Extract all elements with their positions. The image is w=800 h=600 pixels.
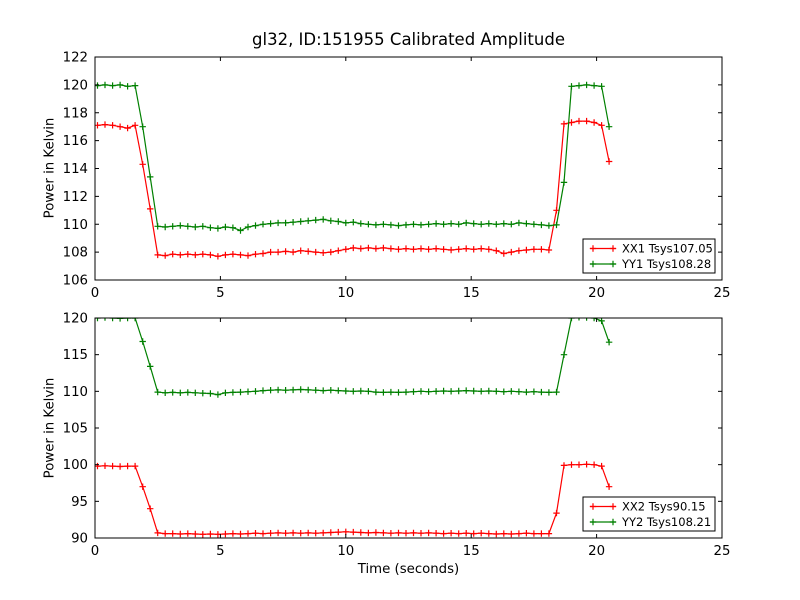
series-line-XX1 [97, 120, 610, 257]
y-tick-label: 90 [71, 532, 88, 547]
y-tick-label: 108 [63, 246, 88, 261]
y-tick-label: 106 [63, 274, 88, 289]
legend-label: YY1 Tsys108.28 [621, 257, 711, 271]
x-tick-label: 20 [588, 286, 605, 301]
legend-box [582, 496, 716, 532]
y-tick-label: 122 [63, 51, 88, 66]
figure-title: gl32, ID:151955 Calibrated Amplitude [252, 30, 565, 49]
x-tick-label: 10 [337, 286, 354, 301]
series-line-XX2 [97, 463, 610, 535]
x-tick-label: 0 [91, 544, 99, 559]
y-tick-label: 105 [63, 422, 88, 437]
series-markers-XX2 [95, 461, 613, 538]
series-line-YY1 [97, 84, 610, 232]
legend-marker [589, 503, 617, 510]
y-axis-label-bottom: Power in Kelvin [42, 377, 58, 479]
y-tick-label: 112 [63, 190, 88, 205]
series-markers-YY1 [95, 81, 613, 234]
subplot-0: 0 5 10 15 20 25 106 108 110 112 114 116 118 120 122 XX1… [63, 51, 731, 302]
y-tick-label: 120 [63, 312, 88, 327]
legend-label: YY2 Tsys108.21 [621, 515, 711, 529]
legend-marker [589, 518, 617, 526]
y-tick-label: 114 [63, 162, 88, 177]
series-markers-YY2 [95, 318, 613, 398]
y-tick-label: 110 [63, 385, 88, 400]
x-tick-label: 5 [216, 544, 224, 559]
x-tick-label: 5 [216, 286, 224, 301]
y-tick-label: 95 [71, 495, 88, 510]
series-line-YY2 [97, 318, 610, 396]
legend-box [582, 238, 716, 274]
x-tick-label: 10 [337, 544, 354, 559]
legend-label: XX2 Tsys90.15 [622, 500, 706, 514]
series-markers-XX1 [95, 117, 613, 260]
legend-marker [589, 245, 617, 252]
y-tick-label: 118 [63, 106, 88, 121]
x-axis-label: Time (seconds) [357, 562, 460, 577]
x-tick-label: 15 [463, 286, 480, 301]
y-tick-label: 116 [63, 134, 88, 149]
x-tick-label: 15 [463, 544, 480, 559]
x-tick-label: 0 [91, 286, 99, 301]
y-axis-label-top: Power in Kelvin [42, 117, 58, 219]
y-tick-label: 120 [63, 78, 88, 93]
legend-marker [589, 260, 617, 268]
subplot-1: 0 5 10 15 20 25 90 95 100 105 110 115 120 XX2 Tsys90.… [63, 312, 731, 560]
y-tick-label: 100 [63, 458, 88, 473]
x-tick-label: 25 [714, 544, 731, 559]
legend-label: XX1 Tsys107.05 [622, 242, 713, 256]
y-tick-label: 115 [63, 348, 88, 363]
y-tick-label: 110 [63, 218, 88, 233]
x-tick-label: 25 [714, 286, 731, 301]
x-tick-label: 20 [588, 544, 605, 559]
